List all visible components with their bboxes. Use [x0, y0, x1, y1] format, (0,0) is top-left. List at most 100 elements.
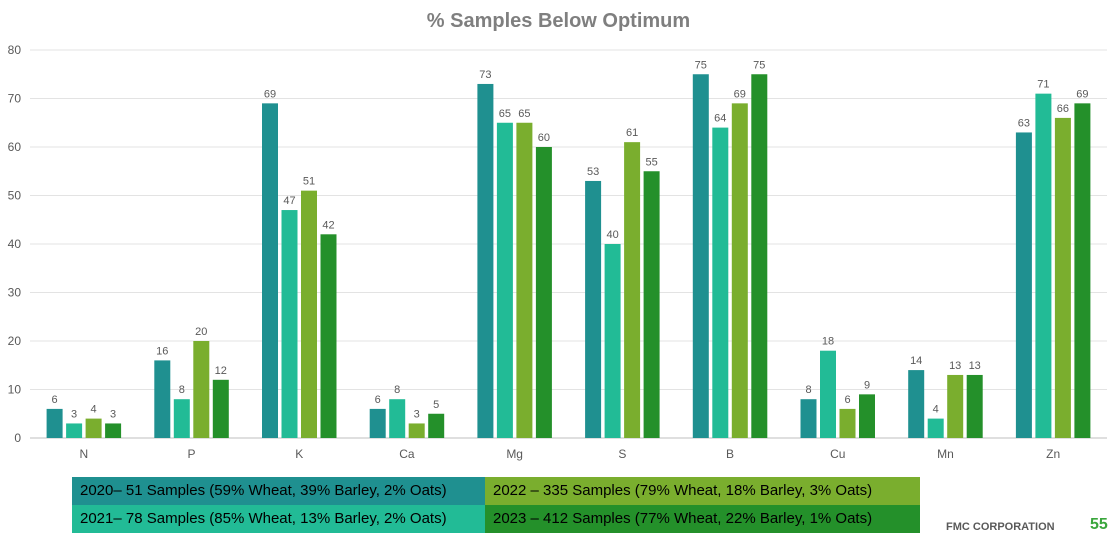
data-label: 65: [499, 108, 511, 120]
bar: [927, 418, 944, 438]
data-label: 69: [734, 88, 746, 100]
data-label: 75: [695, 59, 707, 71]
data-label: 60: [538, 132, 550, 144]
bar: [154, 360, 171, 438]
bar: [1074, 103, 1091, 438]
bar: [692, 74, 709, 438]
bar: [262, 103, 278, 438]
data-label: 20: [195, 326, 207, 338]
bar: [624, 142, 641, 438]
data-label: 71: [1037, 79, 1049, 91]
bar: [46, 408, 63, 438]
bar: [1054, 117, 1071, 439]
x-tick-label: B: [726, 447, 734, 461]
data-label: 65: [518, 108, 530, 120]
data-label: 75: [753, 59, 765, 71]
page-number: 55: [1090, 516, 1108, 533]
y-tick-label: 50: [8, 189, 22, 203]
legend-entry-2021: 2021– 78 Samples (85% Wheat, 13% Barley,…: [72, 505, 485, 533]
x-tick-label: K: [295, 447, 303, 461]
data-label: 12: [215, 365, 227, 377]
bar: [604, 244, 621, 438]
data-label: 13: [949, 360, 961, 372]
bar: [369, 408, 386, 438]
bar: [1035, 93, 1052, 439]
data-label: 69: [1076, 88, 1088, 100]
bar: [212, 379, 229, 438]
bar: [535, 147, 552, 438]
bar: [281, 210, 298, 438]
data-label: 73: [479, 69, 491, 81]
bar: [643, 171, 660, 438]
data-label: 42: [322, 219, 334, 231]
chart-legend: 2020– 51 Samples (59% Wheat, 39% Barley,…: [72, 477, 920, 533]
y-tick-label: 60: [8, 140, 22, 154]
data-label: 6: [375, 394, 381, 406]
bar: [301, 190, 317, 438]
x-tick-label: Cu: [830, 447, 845, 461]
data-label: 6: [52, 394, 58, 406]
x-tick-label: P: [188, 447, 196, 461]
bar: [1015, 132, 1032, 438]
bar: [320, 234, 337, 438]
y-tick-label: 10: [8, 383, 22, 397]
data-label: 5: [433, 399, 439, 411]
data-label: 3: [71, 408, 77, 420]
data-label: 55: [645, 156, 657, 168]
bar: [173, 399, 190, 438]
data-label: 69: [264, 88, 276, 100]
data-label: 47: [283, 195, 295, 207]
bar: [105, 423, 122, 438]
data-label: 16: [156, 345, 168, 357]
data-label: 51: [303, 176, 315, 188]
data-label: 14: [910, 355, 922, 367]
legend-entry-2023: 2023 – 412 Samples (77% Wheat, 22% Barle…: [485, 505, 920, 533]
x-tick-label: Ca: [399, 447, 415, 461]
bar: [85, 418, 102, 438]
y-tick-label: 40: [8, 237, 22, 251]
data-label: 64: [714, 113, 726, 125]
bar: [800, 399, 817, 438]
data-label: 8: [179, 384, 185, 396]
bar: [66, 423, 83, 438]
bar: [193, 341, 210, 438]
bar: [859, 394, 875, 438]
data-label: 9: [864, 379, 870, 391]
bar: [731, 103, 748, 438]
y-tick-label: 70: [8, 92, 22, 106]
data-label: 18: [822, 336, 834, 348]
bar: [908, 370, 925, 438]
bar: [839, 408, 856, 438]
data-label: 13: [969, 360, 981, 372]
legend-entry-2022: 2022 – 335 Samples (79% Wheat, 18% Barle…: [485, 477, 920, 505]
x-tick-label: Mn: [937, 447, 954, 461]
bar: [389, 399, 406, 438]
bar: [428, 413, 445, 438]
data-label: 3: [414, 408, 420, 420]
data-label: 40: [606, 229, 618, 241]
bar: [585, 180, 602, 438]
bar: [947, 374, 964, 438]
bar: [408, 423, 425, 438]
data-label: 3: [110, 408, 116, 420]
bar: [477, 83, 494, 438]
bar: [496, 122, 513, 438]
x-tick-label: Zn: [1046, 447, 1060, 461]
data-label: 66: [1057, 103, 1069, 115]
x-tick-label: Mg: [506, 447, 523, 461]
bar: [751, 74, 768, 438]
bar: [966, 374, 983, 438]
data-label: 61: [626, 127, 638, 139]
data-label: 53: [587, 166, 599, 178]
bar: [712, 127, 729, 438]
x-tick-label: N: [80, 447, 89, 461]
data-label: 63: [1018, 117, 1030, 129]
data-label: 8: [805, 384, 811, 396]
bar: [516, 122, 533, 438]
x-tick-label: S: [618, 447, 626, 461]
legend-entry-2020: 2020– 51 Samples (59% Wheat, 39% Barley,…: [72, 477, 485, 505]
footer-company: FMC CORPORATION: [946, 521, 1055, 533]
data-label: 4: [933, 404, 939, 416]
data-label: 6: [844, 394, 850, 406]
